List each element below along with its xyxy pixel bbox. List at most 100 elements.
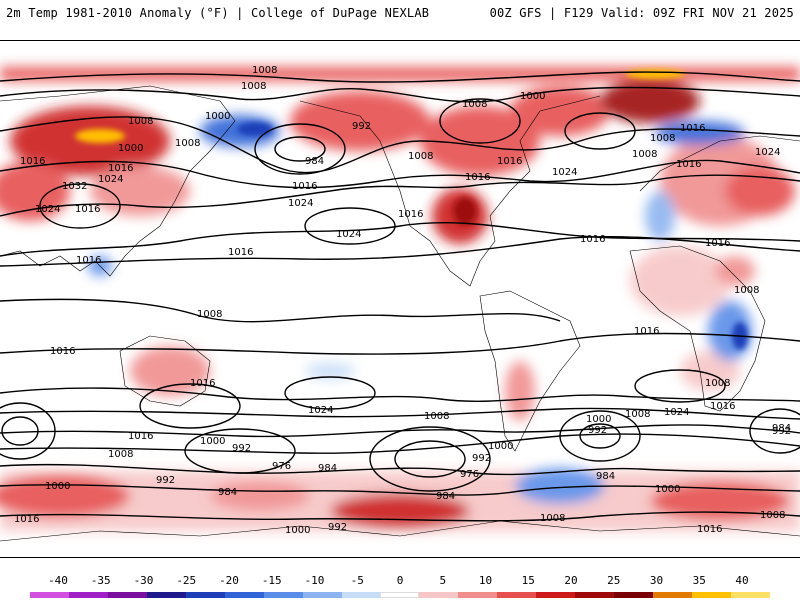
contour-label: 984 <box>772 423 791 434</box>
coastlines <box>0 85 800 542</box>
contour-label: 1008 <box>108 449 133 460</box>
arctic-strong-warm-anomaly <box>600 79 700 123</box>
contour-label: 1024 <box>552 167 577 178</box>
contour-label: 1000 <box>586 414 611 425</box>
colorbar-tick-label: 5 <box>439 574 447 587</box>
arctic-warm-band <box>0 67 800 81</box>
contour-label: 1008 <box>197 309 222 320</box>
colorbar-swatch <box>730 592 770 598</box>
colorbar-tick-label: 20 <box>564 574 578 587</box>
contour-label: 1024 <box>288 198 313 209</box>
contour-label: 984 <box>218 487 237 498</box>
contour-label: 1016 <box>228 247 253 258</box>
colorbar-tick-label: -15 <box>261 574 282 587</box>
southern-africa-warm-anomaly <box>680 351 740 391</box>
contour-label: 1000 <box>118 143 143 154</box>
contour-label: 984 <box>318 463 337 474</box>
contour-label: 1008 <box>632 149 657 160</box>
contour-label: 1000 <box>200 436 225 447</box>
contour-label: 1016 <box>680 123 705 134</box>
middle-east-warm-anomaly <box>715 256 755 286</box>
contour-label: 1008 <box>424 411 449 422</box>
contour-label: 1008 <box>175 138 200 149</box>
antarctica-coastline <box>0 520 800 542</box>
colorbar-tick-label: 30 <box>649 574 664 587</box>
isobars <box>0 71 800 522</box>
contour-label: 1016 <box>14 514 39 525</box>
contour-label: 1016 <box>50 346 75 357</box>
contour-label: 1016 <box>705 238 730 249</box>
contour-label: 1024 <box>664 407 689 418</box>
contour-label: 1024 <box>308 405 333 416</box>
contour-label: 1016 <box>292 181 317 192</box>
colorbar-swatch <box>380 592 420 598</box>
colorbar-swatch <box>691 592 731 598</box>
contour-label: 1008 <box>650 133 675 144</box>
colorbar-tick-label: -5 <box>350 574 364 587</box>
colorbar-tick-label: -25 <box>176 574 197 587</box>
map-canvas: 1008 1008 1000 1008 992 1000 1008 1016 1… <box>0 65 800 542</box>
contour-label: 1008 <box>625 409 650 420</box>
antarctic-warm-anomaly-east <box>650 481 790 521</box>
anomaly-colorbar: -40 -35 -30 -25 -20 -15 -10 -5 0 5 10 15 20 25 30 35 40 <box>0 570 800 600</box>
colorbar-tick-label: -40 <box>48 574 68 587</box>
colorbar-swatch <box>653 592 692 598</box>
contour-label: 1024 <box>35 204 60 215</box>
south-america-warm-anomaly <box>505 361 535 421</box>
contour-label: 1016 <box>20 156 45 167</box>
contour-label: 992 <box>232 443 251 454</box>
colorbar-tick-label: 0 <box>396 574 404 587</box>
contour-label: 992 <box>156 475 175 486</box>
contour-label: 992 <box>328 522 347 533</box>
africa-coastline <box>629 245 766 412</box>
south-atlantic-cold-anomaly <box>515 468 605 504</box>
north-africa-warm-anomaly <box>630 246 730 316</box>
colorbar-tick-label: 40 <box>735 574 749 587</box>
contour-label: 1016 <box>465 172 490 183</box>
contour-label: 992 <box>772 426 791 437</box>
contour-label: 1008 <box>252 65 277 76</box>
east-asia-warm-anomaly <box>90 166 190 216</box>
contour-label: 1000 <box>520 91 545 102</box>
contour-label: 1032 <box>62 181 87 192</box>
colorbar-swatch <box>146 592 186 598</box>
contour-label: 1016 <box>697 524 722 535</box>
alaska-warm-anomaly <box>290 91 430 151</box>
siberia-extreme-warm-core <box>75 129 125 143</box>
canada-warm-anomaly <box>420 106 540 176</box>
contour-label: 1008 <box>408 151 433 162</box>
world-map: 1008 1008 1000 1008 992 1000 1008 1016 1… <box>0 40 800 558</box>
asia-coastline <box>0 85 236 277</box>
colorbar-swatch <box>536 592 576 598</box>
map-title: 2m Temp 1981-2010 Anomaly (°F) | College… <box>6 6 430 20</box>
colorbar-tick-label: -35 <box>90 574 111 587</box>
contour-label: 1000 <box>655 484 680 495</box>
contour-label: 992 <box>588 425 607 436</box>
contour-label: 1000 <box>488 441 513 452</box>
colorbar-tick-label: -20 <box>219 574 239 587</box>
north-america-coastline <box>299 95 601 287</box>
contour-label: 1000 <box>205 111 230 122</box>
colorbar-swatch <box>30 592 69 598</box>
model-run-valid-time: 00Z GFS | F129 Valid: 09Z FRI NOV 21 202… <box>489 6 794 20</box>
europe-coastline <box>639 135 800 192</box>
contour-label: 1016 <box>676 159 701 170</box>
colorbar-swatch <box>224 592 264 598</box>
contour-labels: 1008 1008 1000 1008 992 1000 1008 1016 1… <box>14 65 791 536</box>
contour-label: 1024 <box>98 174 123 185</box>
colorbar-swatch <box>302 592 342 598</box>
scandinavia-cold-anomaly <box>655 121 745 145</box>
colorbar-swatch <box>263 592 303 598</box>
pacific-cool-anomaly <box>305 363 355 379</box>
contour-label: 1008 <box>705 378 730 389</box>
contour-label: 1000 <box>45 481 70 492</box>
colorbar-tick-label: -10 <box>304 574 325 587</box>
iberia-cold-anomaly <box>645 191 675 241</box>
contour-label: 992 <box>352 121 371 132</box>
colorbar-swatch <box>458 592 498 598</box>
contour-label: 1016 <box>634 326 659 337</box>
colorbar-tick-label: -30 <box>133 574 154 587</box>
arctic-extreme-warm-core <box>625 69 685 79</box>
contour-label: 1016 <box>75 204 100 215</box>
contour-label: 1008 <box>241 81 266 92</box>
